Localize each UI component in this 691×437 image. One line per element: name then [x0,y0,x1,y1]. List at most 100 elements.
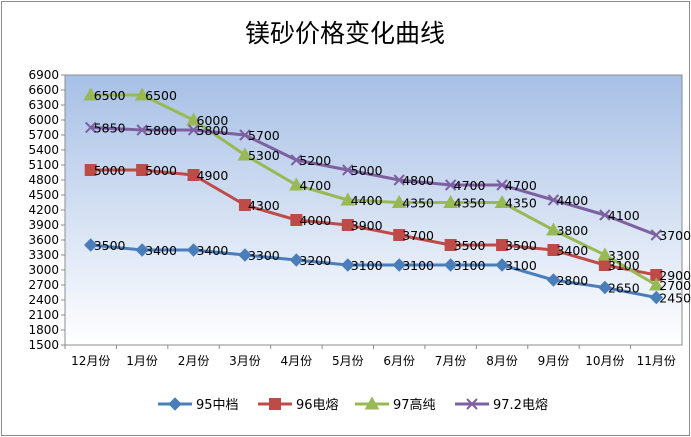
data-label: 5200 [299,153,331,168]
data-label: 3900 [351,218,383,233]
data-label: 3100 [454,258,486,273]
data-point [85,121,97,134]
data-point [650,229,662,241]
y-tick-label: 1500 [28,338,59,352]
data-point [187,169,200,181]
legend-label: 97高纯 [393,397,436,413]
y-tick-label: 3900 [28,218,59,232]
series-1 [84,238,663,305]
legend-marker [269,398,281,410]
data-label: 3100 [402,258,434,273]
data-label: 3500 [505,238,537,253]
data-label: 2650 [608,281,640,296]
series-line [90,168,657,277]
data-point [186,243,201,257]
data-label: 5850 [94,121,126,136]
data-point [547,194,560,206]
y-tick-label: 3300 [28,248,59,262]
x-tick-label: 7月份 [435,354,467,368]
plot-area [64,74,683,346]
data-label: 6000 [197,113,229,128]
data-label: 5000 [145,163,177,178]
data-point [290,154,303,166]
y-tick-label: 6600 [28,83,59,97]
data-point [341,219,354,231]
series-2 [84,164,663,281]
data-point [496,239,509,251]
data-point [239,129,251,141]
y-tick-label: 2700 [28,278,59,292]
legend-label: 97.2电熔 [493,398,548,413]
data-point [494,194,510,208]
data-label: 2800 [556,273,588,288]
data-label: 3700 [659,228,691,243]
y-tick-label: 6000 [28,113,59,127]
series-3 [83,87,664,291]
data-point [136,164,149,176]
legend-item: 97高纯 [355,396,436,413]
y-tick-label: 3600 [28,233,59,247]
data-label: 3200 [299,253,331,268]
data-point [599,209,611,221]
data-point [237,147,253,161]
data-label: 4700 [299,178,331,193]
legend-item: 97.2电熔 [455,398,548,413]
x-tick-label: 8月份 [486,354,518,368]
axes: 1500180021002400270030003300360039004200… [28,68,675,368]
series-group [83,87,664,305]
y-tick-label: 6300 [28,98,59,112]
data-label: 3400 [197,243,229,258]
data-label: 5800 [145,123,177,138]
x-tick-label: 6月份 [383,354,415,368]
y-tick-label: 4800 [28,173,59,187]
data-point [444,179,457,191]
x-tick-label: 5月份 [332,354,364,368]
data-point [443,258,458,272]
data-point [136,124,148,136]
data-label: 6500 [145,88,177,103]
x-tick-label: 9月份 [538,354,570,368]
data-label: 4400 [351,193,383,208]
legend-label: 96电熔 [296,398,339,413]
data-label: 4400 [556,193,588,208]
data-label: 3300 [608,248,640,263]
data-point [238,248,252,262]
data-point [444,239,457,251]
series-line [90,243,657,299]
data-point [648,277,664,291]
data-label: 4900 [197,168,229,183]
data-label: 5300 [248,148,280,163]
data-point [495,258,509,272]
data-point [238,199,251,211]
x-tick-label: 1月份 [126,354,158,368]
x-tick-label: 12月份 [71,354,110,368]
data-label: 2700 [659,278,691,293]
y-tick-label: 3000 [28,263,59,277]
data-label: 4000 [299,213,331,228]
x-tick-label: 3月份 [229,354,261,368]
x-tick-label: 10月份 [585,354,624,368]
data-point [393,229,406,241]
data-label: 2450 [659,291,691,306]
series-line [90,126,657,237]
x-tick-label: 2月份 [178,354,210,368]
data-labels: 3500 3400 3400 3300 3200 3100 3100 3100 3100 2800… [94,88,691,306]
data-point [598,280,612,295]
data-label: 3400 [556,243,588,258]
data-point [342,164,354,176]
data-point [289,253,304,267]
y-tick-label: 5100 [28,158,59,172]
data-point [83,87,99,101]
data-label: 4700 [454,178,486,193]
data-point [289,177,304,191]
data-point [496,179,508,191]
data-label: 5000 [94,163,126,178]
data-label: 3800 [556,223,588,238]
legend-item: 95中档 [158,397,239,413]
data-label: 5700 [248,128,280,143]
x-tick-label: 11月份 [637,354,676,368]
y-tick-label: 1800 [28,323,59,337]
legend: 95中档 96电熔 97高纯 97.2电熔 [158,396,548,413]
data-label: 5000 [351,163,383,178]
